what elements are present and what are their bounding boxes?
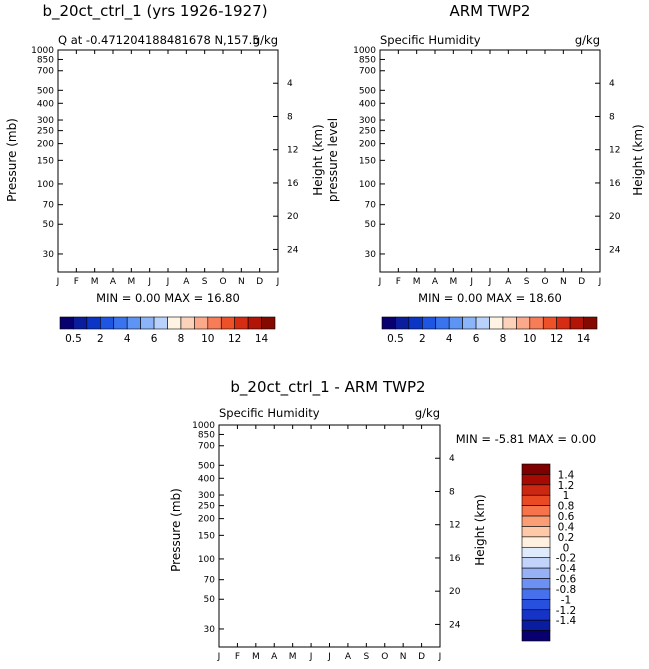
panel-obs-subtitle: Specific Humidity (380, 33, 481, 47)
colorbar-swatch (73, 316, 88, 330)
colorbar-swatch (167, 316, 182, 330)
y-tick-label: 400 (37, 99, 54, 109)
colorbar-swatch (194, 316, 209, 330)
height-tick-label: 24 (287, 245, 299, 255)
panel-obs-units: g/kg (575, 33, 600, 47)
x-tick-label: A (110, 277, 117, 287)
colorbar-swatch (207, 316, 222, 330)
y-tick-label: 70 (43, 201, 55, 211)
colorbar-swatch (180, 316, 195, 330)
y-tick-label: 500 (37, 86, 54, 96)
colorbar-label: 14 (255, 333, 269, 345)
x-tick-label: M (127, 277, 135, 287)
x-tick-label: N (238, 277, 245, 287)
panel-model-plot: J F M A M J J A S O N D J100085070050040030025020015… (31, 46, 299, 287)
colorbar-label: 0.5 (65, 333, 82, 345)
colorbar-label: 10 (201, 333, 214, 345)
x-tick-label: F (74, 277, 79, 287)
colorbar-label: 2 (97, 333, 104, 345)
panel-model-ylabel: Pressure (mb) (5, 118, 19, 202)
x-tick-label: M (91, 277, 99, 287)
x-tick-label: S (202, 277, 208, 287)
plot-frame (57, 49, 279, 273)
y-tick-label: 850 (37, 55, 54, 65)
colorbar-swatch (261, 316, 276, 330)
colorbar-swatch (153, 316, 168, 330)
x-tick-label: J (166, 277, 170, 287)
y-tick-label: 700 (37, 67, 54, 77)
panel-model-colorbar: 0.5 2 4 6 8 10 12 14 (59, 316, 276, 345)
height-tick-label: 8 (287, 112, 293, 122)
height-tick-label: 20 (287, 212, 299, 222)
x-tick-label: A (183, 277, 190, 287)
y-tick-label: 250 (37, 127, 54, 137)
colorbar-swatch (126, 316, 141, 330)
colorbar-swatch (247, 316, 262, 330)
colorbar-swatch (140, 316, 155, 330)
panel-model-title: b_20ct_ctrl_1 (yrs 1926-1927) (42, 2, 267, 21)
y-tick-label: 200 (37, 140, 54, 150)
panel-model-ylabel-right: Height (km) (311, 124, 325, 195)
y-tick-label: 30 (43, 250, 55, 260)
panel-obs-title: ARM TWP2 (450, 2, 531, 20)
panel-model: b_20ct_ctrl_1 (yrs 1926-1927) Q at -0.47… (5, 2, 325, 345)
height-tick-label: 4 (287, 79, 293, 89)
x-tick-label: J (147, 277, 151, 287)
x-tick-label: D (256, 277, 263, 287)
colorbar-swatch (59, 316, 74, 330)
colorbar-swatch (100, 316, 115, 330)
colorbar-swatch (113, 316, 128, 330)
colorbar-swatch (220, 316, 235, 330)
height-tick-label: 16 (287, 179, 299, 189)
x-tick-label: J (56, 277, 60, 287)
panel-model-units: g/kg (253, 33, 278, 47)
colorbar-swatch (234, 316, 249, 330)
x-tick-label: J (276, 277, 280, 287)
y-tick-label: 50 (43, 220, 55, 230)
y-tick-label: 1000 (31, 46, 54, 56)
y-tick-label: 300 (37, 116, 54, 126)
y-tick-label: 100 (37, 180, 54, 190)
colorbar-label: 8 (178, 333, 185, 345)
colorbar-label: 6 (151, 333, 158, 345)
y-tick-label: 150 (37, 156, 54, 166)
x-tick-label: O (219, 277, 226, 287)
colorbar-label: 12 (228, 333, 241, 345)
colorbar-swatch (86, 316, 101, 330)
colorbar-label: 4 (124, 333, 131, 345)
panel-model-subtitle: Q at -0.471204188481678 N,157.5 (58, 33, 260, 47)
height-tick-label: 12 (287, 146, 298, 156)
panel-obs-plot: J F M A M J J A S O N D J100085070050040030025020015… (353, 46, 621, 287)
panel-model-stats: MIN = 0.00 MAX = 16.80 (96, 291, 240, 305)
